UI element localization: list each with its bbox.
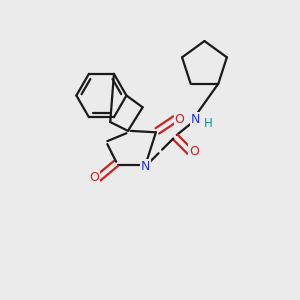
Text: N: N <box>141 160 150 173</box>
Text: H: H <box>204 117 212 130</box>
Text: O: O <box>189 145 199 158</box>
Text: O: O <box>89 172 99 184</box>
Text: O: O <box>175 112 184 126</box>
Text: N: N <box>191 112 200 126</box>
